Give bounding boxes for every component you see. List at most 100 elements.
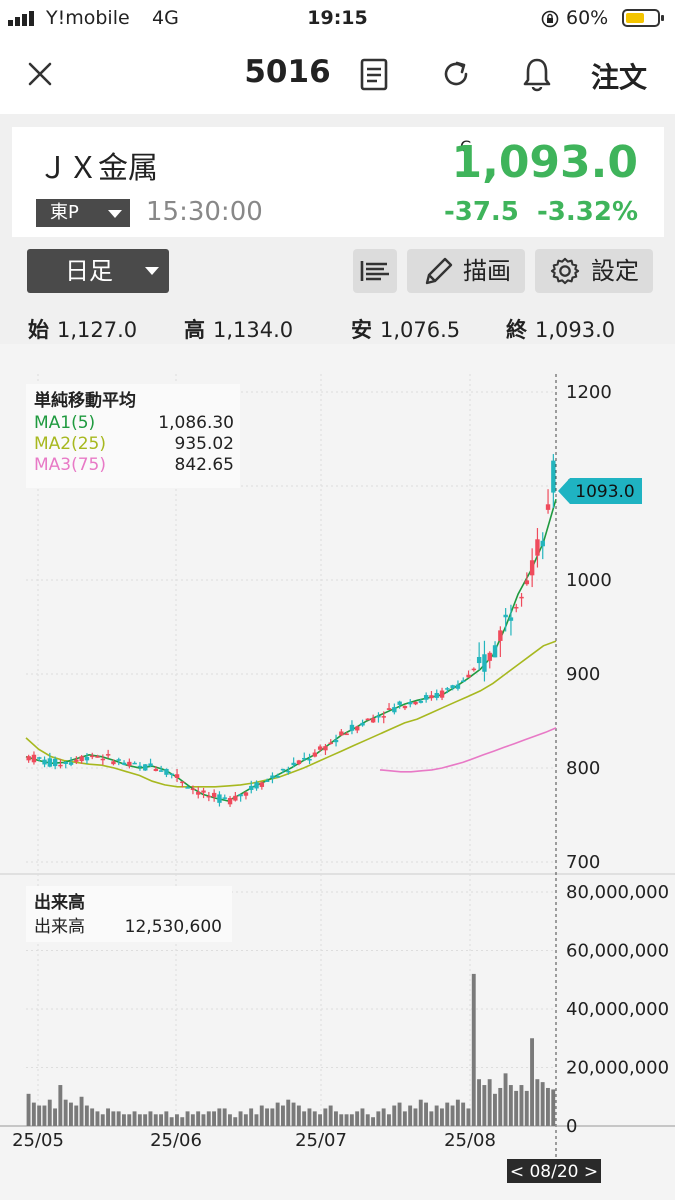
price-tick-label: 800 <box>566 758 600 779</box>
candle-body <box>408 702 413 705</box>
candle-body <box>286 770 291 773</box>
candle-body <box>323 746 328 751</box>
candle-body <box>249 785 254 790</box>
volume-bar <box>122 1114 126 1126</box>
candle-body <box>116 759 121 761</box>
candle-body <box>222 797 227 799</box>
candle-body <box>355 726 360 731</box>
period-label: 日足 <box>65 257 113 285</box>
candle-body <box>386 708 392 710</box>
volume-bar <box>402 1111 407 1126</box>
candle-body <box>270 775 275 779</box>
draw-button[interactable]: 描画 <box>407 249 525 293</box>
date-cursor-label: < 08/20 > <box>510 1162 598 1182</box>
volume-bar <box>164 1111 169 1126</box>
date-tick-label: 25/06 <box>150 1130 202 1151</box>
volume-bar <box>190 1114 195 1126</box>
candle-body <box>413 701 418 705</box>
volume-bar <box>74 1105 79 1126</box>
candle-body <box>296 760 302 765</box>
volume-bar <box>424 1102 428 1126</box>
ma1-line <box>25 498 557 802</box>
candle-body <box>476 656 482 664</box>
company-name: ＪＸ金属 <box>38 151 158 186</box>
volume-legend-box <box>26 886 232 942</box>
candle-body <box>68 762 74 765</box>
candle-body <box>211 792 217 798</box>
nav-bar: 5016 注文 <box>0 36 675 115</box>
volume-bar <box>63 1099 68 1126</box>
candle-body <box>402 706 408 709</box>
volume-legend-value: 12,530,600 <box>125 917 222 937</box>
candle-body <box>201 790 206 793</box>
candle-body <box>185 787 190 789</box>
candle-body <box>132 762 137 765</box>
refresh-icon[interactable] <box>436 54 476 94</box>
date-cursor-box[interactable] <box>507 1159 601 1183</box>
volume-bar <box>328 1105 333 1126</box>
stock-chart[interactable]: 12001100100090080070080,000,00060,000,00… <box>0 344 675 1200</box>
volume-bar <box>206 1111 211 1126</box>
candle-body <box>280 768 286 771</box>
volume-bar <box>69 1102 73 1126</box>
candle-body <box>498 630 503 641</box>
candle-body <box>365 718 371 721</box>
candle-body <box>31 754 37 763</box>
candle-body <box>535 539 540 556</box>
market-select[interactable]: 東P <box>36 199 130 227</box>
bell-icon[interactable] <box>517 54 557 94</box>
volume-bar <box>551 1089 556 1126</box>
market-label: 東P <box>50 202 79 223</box>
candle-body <box>153 768 159 772</box>
price-tick-label: 1200 <box>566 382 612 403</box>
candle-body <box>63 761 68 764</box>
volume-bar <box>222 1108 227 1126</box>
volume-bar <box>302 1111 307 1126</box>
candle-body <box>90 755 95 758</box>
candle-body <box>445 688 450 690</box>
ma1-legend-name: MA1(5) <box>34 413 95 433</box>
ohlc-row: 始 1,127.0 高 1,134.0 安 1,076.5 終 1,093.0 <box>0 306 675 344</box>
volume-bar <box>535 1079 540 1126</box>
settings-button[interactable]: 設定 <box>535 249 653 293</box>
candle-body <box>100 758 106 761</box>
candle-body <box>312 752 318 757</box>
volume-bar <box>259 1105 264 1126</box>
date-tick-label: 25/08 <box>444 1130 496 1151</box>
volume-bar <box>318 1114 322 1126</box>
close-icon[interactable] <box>20 54 60 94</box>
candle-body <box>317 746 323 750</box>
indicator-list-button[interactable] <box>353 249 397 293</box>
open-value: 1,127.0 <box>57 318 138 342</box>
candle-body <box>514 606 519 609</box>
volume-bar <box>111 1111 116 1126</box>
volume-bar <box>159 1114 163 1126</box>
document-icon[interactable] <box>354 54 394 94</box>
candle-body <box>487 652 492 661</box>
candle-body <box>137 765 143 768</box>
candle-body <box>291 762 296 766</box>
low-value-group: 安 1,076.5 <box>351 314 460 344</box>
candle-body <box>461 680 466 683</box>
candle-body <box>74 759 79 762</box>
volume-bar <box>143 1114 148 1126</box>
volume-bar <box>180 1117 185 1126</box>
candle-body <box>545 504 551 510</box>
volume-bar <box>249 1108 254 1126</box>
volume-bar <box>296 1105 301 1126</box>
candle-body <box>360 722 365 726</box>
candle-body <box>275 775 280 778</box>
period-select[interactable]: 日足 <box>27 249 169 293</box>
candle-body <box>37 757 42 759</box>
low-value: 1,076.5 <box>380 318 461 342</box>
candle-body <box>429 695 434 699</box>
volume-bar <box>84 1105 89 1126</box>
volume-bar <box>418 1099 423 1126</box>
carrier-name: Y!mobile <box>46 7 130 29</box>
candle-body <box>423 695 429 700</box>
volume-bar <box>106 1108 110 1126</box>
date-tick-label: 25/05 <box>12 1130 64 1151</box>
volume-bar <box>477 1079 481 1126</box>
order-button[interactable]: 注文 <box>590 61 647 94</box>
volume-bar <box>493 1093 497 1126</box>
